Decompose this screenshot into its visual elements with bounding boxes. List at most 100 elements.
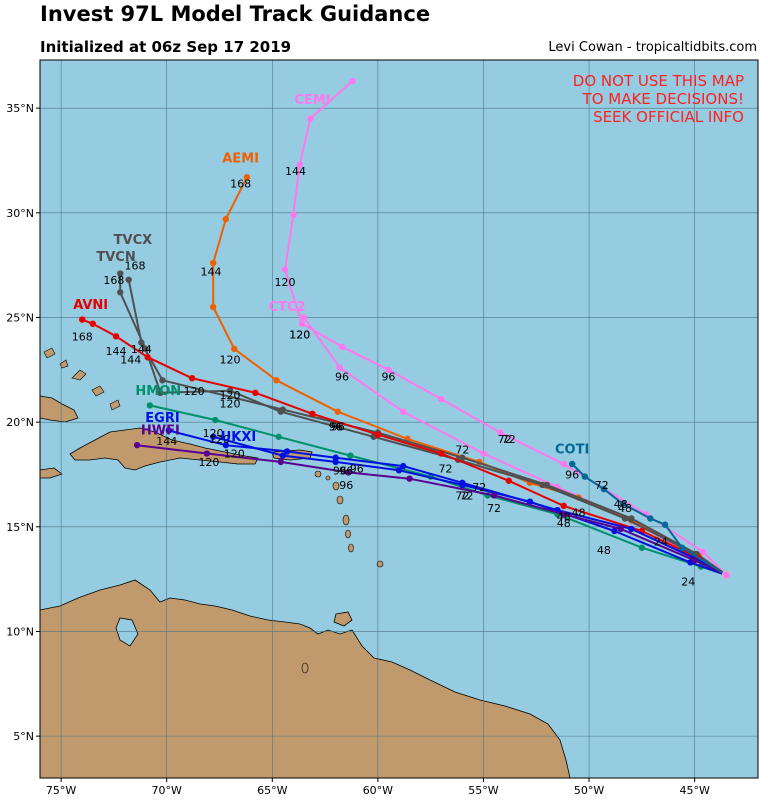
- track-point: [252, 389, 259, 397]
- track-point: [188, 374, 196, 382]
- lon-tick-label: 55°W: [468, 784, 498, 797]
- track-point: [400, 408, 407, 415]
- forecast-hour-label: 96: [331, 421, 345, 434]
- model-name-label: HWFI: [141, 424, 180, 439]
- forecast-hour-label: 144: [120, 354, 141, 367]
- lat-lon-grid: [40, 60, 758, 778]
- track-point: [568, 460, 576, 468]
- track-point: [600, 485, 608, 493]
- track-ukxi: [209, 433, 727, 576]
- forecast-hour-label: 72: [487, 502, 501, 515]
- track-point: [300, 314, 308, 321]
- track-point: [678, 544, 686, 551]
- track-point: [222, 215, 230, 223]
- lat-tick-label: 30°N: [6, 207, 34, 220]
- lon-tick-label: 50°W: [574, 784, 604, 797]
- lat-tick-label: 15°N: [6, 521, 34, 534]
- forecast-hour-label: 120: [289, 328, 310, 341]
- forecast-hour-label: 96: [333, 464, 347, 477]
- forecast-hour-label: 168: [125, 259, 146, 272]
- track-point: [400, 462, 407, 470]
- lake-maracaibo: [115, 617, 139, 647]
- axis-ticks: 75°W 70°W 65°W 60°W 55°W 50°W 45°W 5°N 10°N 15°N 2…: [6, 102, 710, 797]
- forecast-hour-label: 120: [274, 276, 295, 289]
- forecast-hour-label: 72: [498, 433, 512, 446]
- track-cemi: [281, 77, 728, 576]
- forecast-hour-label: 168: [230, 178, 251, 191]
- track-point: [347, 452, 354, 459]
- track-line: [571, 463, 727, 576]
- track-point: [374, 431, 382, 438]
- model-name-label: COTI: [555, 443, 589, 458]
- model-name-label: TVCX: [114, 233, 153, 248]
- lat-tick-label: 5°N: [13, 730, 34, 743]
- track-point: [277, 458, 284, 466]
- track-point: [142, 345, 149, 353]
- land-layer: [40, 347, 571, 778]
- forecast-hour-label: 48: [572, 506, 586, 519]
- track-point: [490, 492, 498, 499]
- track-point: [243, 174, 251, 181]
- forecast-hour-label: 48: [557, 511, 571, 524]
- lon-tick-label: 45°W: [679, 784, 709, 797]
- track-point: [277, 408, 284, 415]
- track-line: [127, 279, 727, 576]
- model-name-label: CTC2: [269, 300, 306, 315]
- track-point: [628, 525, 635, 533]
- track-point: [334, 408, 341, 415]
- warning-line-3: SEEK OFFICIAL INFO: [593, 108, 744, 126]
- track-point: [89, 320, 96, 327]
- track-point: [133, 441, 141, 449]
- forecast-hour-label: 144: [106, 345, 127, 358]
- forecast-hour-label: 120: [224, 448, 245, 461]
- forecast-hour-label: 120: [220, 354, 241, 367]
- forecast-hour-label: 96: [335, 370, 349, 383]
- track-point: [560, 460, 567, 468]
- init-point: [721, 570, 731, 580]
- track-point: [497, 429, 504, 436]
- lon-tick-label: 70°W: [152, 784, 182, 797]
- model-name-label: HMON: [135, 384, 181, 399]
- forecast-hour-label: 24: [654, 536, 668, 549]
- forecast-hour-label: 120: [184, 385, 205, 398]
- forecast-hour-label: 72: [438, 462, 452, 475]
- track-hwfi: [133, 441, 727, 576]
- model-name-label: AEMI: [222, 152, 259, 167]
- lat-tick-label: 35°N: [6, 102, 34, 115]
- forecast-hour-label: 120: [209, 433, 230, 446]
- track-point: [480, 450, 487, 457]
- track-point: [505, 477, 513, 484]
- model-tracks: [79, 77, 731, 580]
- forecast-hour-label: 72: [455, 490, 469, 503]
- track-point: [560, 502, 567, 510]
- track-point: [621, 515, 629, 522]
- track-point: [209, 303, 217, 311]
- track-point: [336, 364, 344, 371]
- track-point: [459, 481, 466, 489]
- forecast-hour-label: 48: [597, 544, 611, 557]
- track-line: [136, 444, 727, 576]
- model-name-label: CEMI: [294, 93, 330, 108]
- lat-tick-label: 25°N: [6, 311, 34, 324]
- forecast-hour-label: 144: [201, 266, 222, 279]
- track-point: [279, 452, 287, 459]
- track-point: [203, 450, 211, 457]
- track-point: [144, 354, 151, 361]
- model-name-label: TVCN: [96, 250, 135, 265]
- track-point: [560, 511, 567, 518]
- forecast-hour-label: 144: [131, 343, 152, 356]
- forecast-hour-label: 120: [289, 328, 310, 341]
- warning-box: DO NOT USE THIS MAP TO MAKE DECISIONS! S…: [573, 72, 744, 126]
- forecast-hour-label: 96: [339, 464, 353, 477]
- track-point: [691, 557, 698, 564]
- track-point: [619, 500, 627, 507]
- credit-text: Levi Cowan - tropicaltidbits.com: [548, 40, 757, 55]
- lon-tick-label: 75°W: [46, 784, 76, 797]
- track-point: [526, 498, 534, 505]
- track-point: [283, 448, 291, 455]
- model-name-label: AVNI: [73, 298, 108, 313]
- forecast-hour-label: 120: [220, 389, 241, 402]
- track-point: [661, 521, 669, 528]
- track-point: [438, 395, 445, 403]
- forecast-hour-label: 168: [72, 331, 93, 344]
